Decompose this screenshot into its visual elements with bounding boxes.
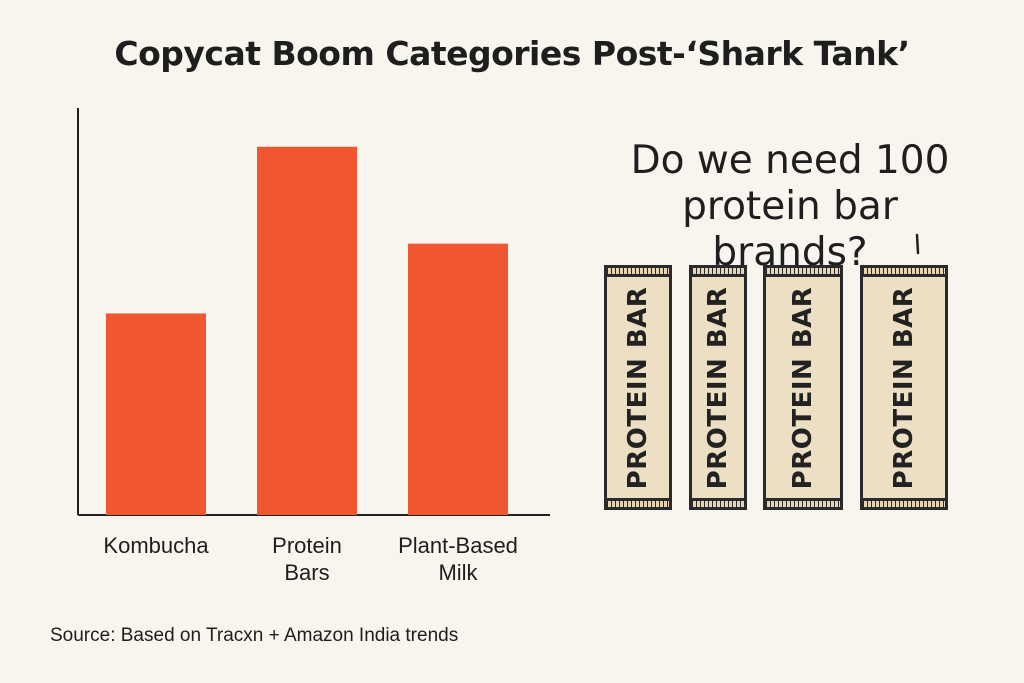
- x-tick-label: Protein Bars: [272, 533, 342, 585]
- chart-title: Copycat Boom Categories Post-‘Shark Tank…: [114, 34, 910, 73]
- package-label: PROTEIN BAR: [623, 286, 653, 489]
- x-tick-labels: Kombucha Protein Bars Plant-Based Milk: [103, 533, 518, 585]
- bars-group: [106, 146, 508, 515]
- package-label: PROTEIN BAR: [889, 286, 919, 489]
- package-crimp-top: [763, 265, 843, 277]
- bar-protein-bars: [257, 146, 357, 515]
- source-note: Source: Based on Tracxn + Amazon India t…: [50, 625, 459, 646]
- bar-plant-based-milk: [408, 243, 508, 515]
- package-crimp-bottom: [604, 498, 672, 510]
- callout-line-1: Do we need 100: [630, 138, 950, 183]
- x-tick-label: Kombucha: [103, 533, 209, 558]
- protein-bar-package: PROTEIN BAR: [763, 265, 843, 510]
- bar-chart: Kombucha Protein Bars Plant-Based Milk: [77, 108, 550, 585]
- package-crimp-top: [860, 265, 948, 277]
- package-label: PROTEIN BAR: [703, 286, 733, 489]
- package-crimp-bottom: [860, 498, 948, 510]
- callout-line-2: protein bar brands?: [682, 184, 898, 275]
- package-crimp-top: [689, 265, 747, 277]
- protein-bar-package: PROTEIN BAR: [860, 265, 948, 510]
- package-crimp-top: [604, 265, 672, 277]
- callout-text: Do we need 100 protein bar brands?: [600, 138, 980, 276]
- bar-kombucha: [106, 313, 206, 515]
- protein-bar-package: PROTEIN BAR: [689, 265, 747, 510]
- package-label: PROTEIN BAR: [788, 286, 818, 489]
- package-crimp-bottom: [689, 498, 747, 510]
- package-crimp-bottom: [763, 498, 843, 510]
- protein-bar-package: PROTEIN BAR: [604, 265, 672, 510]
- x-tick-label: Plant-Based Milk: [398, 533, 518, 585]
